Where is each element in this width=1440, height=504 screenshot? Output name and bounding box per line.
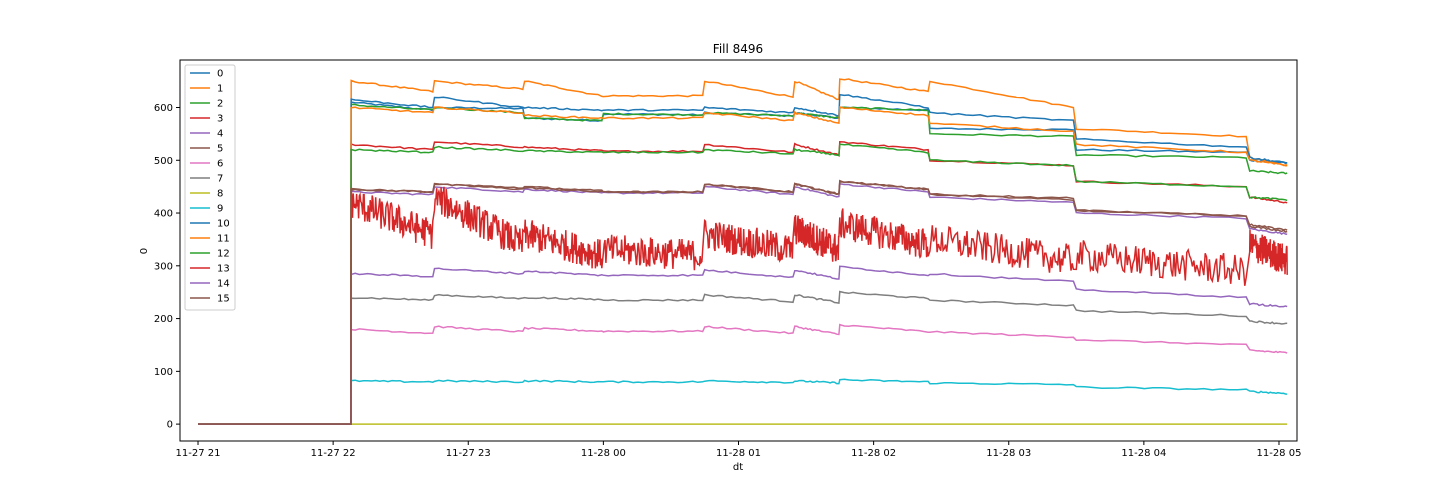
x-tick-label: 11-27 22	[311, 448, 356, 459]
legend-label: 0	[217, 69, 223, 80]
y-tick-label: 300	[154, 261, 173, 272]
y-tick-label: 600	[154, 103, 173, 114]
y-axis-ticks: 0 100 200 300 400 500 600	[154, 103, 180, 431]
y-tick-label: 500	[154, 156, 173, 167]
legend-label: 14	[217, 279, 230, 290]
y-tick-label: 100	[154, 367, 173, 378]
legend-label: 5	[217, 144, 223, 155]
plot-area	[198, 78, 1288, 425]
legend-label: 9	[217, 204, 223, 215]
y-axis-label: 0	[139, 248, 150, 254]
x-tick-label: 11-28 02	[851, 448, 896, 459]
x-tick-label: 11-27 23	[446, 448, 491, 459]
legend-label: 12	[217, 249, 230, 260]
x-tick-label: 11-28 03	[986, 448, 1031, 459]
series-line-15	[198, 179, 1288, 425]
legend-label: 7	[217, 174, 223, 185]
x-tick-label: 11-28 04	[1121, 448, 1166, 459]
x-tick-label: 11-28 05	[1256, 448, 1301, 459]
legend-box	[184, 64, 236, 311]
legend-label: 4	[217, 129, 223, 140]
y-tick-label: 200	[154, 314, 173, 325]
legend-label: 1	[217, 84, 223, 95]
chart-title: Fill 8496	[713, 42, 763, 56]
x-tick-label: 11-28 01	[716, 448, 761, 459]
y-tick-label: 400	[154, 209, 173, 220]
x-tick-label: 11-28 00	[581, 448, 626, 459]
legend-label: 2	[217, 99, 223, 110]
legend-label: 13	[217, 264, 230, 275]
y-tick-label: 0	[167, 420, 173, 431]
legend-label: 6	[217, 159, 223, 170]
x-axis-ticks: 11-27 21 11-27 22 11-27 23 11-28 00 11-28 01…	[176, 441, 1301, 459]
legend-label: 15	[217, 294, 230, 305]
legend-label: 11	[217, 234, 230, 245]
legend-label: 3	[217, 114, 223, 125]
x-tick-label: 11-27 21	[176, 448, 221, 459]
legend-label: 10	[217, 219, 230, 230]
x-axis-label: dt	[733, 462, 743, 473]
series-line-13	[198, 186, 1288, 425]
legend-label: 8	[217, 189, 223, 200]
